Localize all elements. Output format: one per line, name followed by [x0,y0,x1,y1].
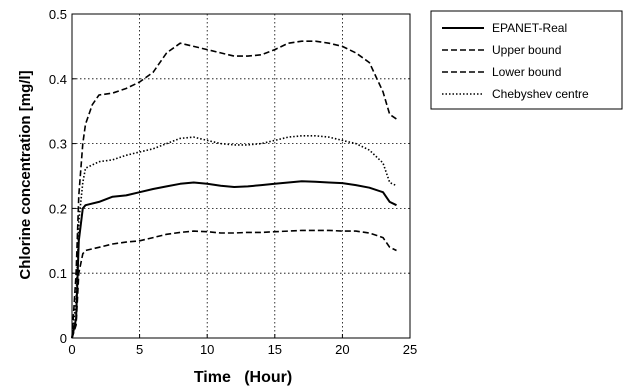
x-axis-title: Time (Hour) [194,369,292,386]
legend-label-chebyshev-centre: Chebyshev centre [492,87,589,101]
x-tick-label: 0 [68,342,75,357]
grid [72,14,410,338]
legend-label-upper-bound: Upper bound [492,43,561,57]
x-tick-label: 10 [200,342,214,357]
y-tick-label: 0.2 [49,201,67,216]
series-layer [71,40,397,339]
ticks [71,13,411,339]
y-tick-label: 0.4 [49,72,67,87]
legend-label-epanet-real: EPANET-Real [492,21,567,35]
legend-items: EPANET-Real Upper bound Lower bound Chebysh… [442,21,589,101]
y-tick-label: 0 [60,331,67,346]
x-tick-label: 25 [403,342,417,357]
y-axis-title: Chlorine concentration [mg/l] [17,70,34,279]
x-tick-label: 20 [335,342,349,357]
series-line-chebyshev-centre [71,135,397,339]
series-line-epanet-real [71,180,397,339]
x-tick-labels: 0 5 10 15 20 25 [68,342,417,357]
y-tick-label: 0.3 [49,137,67,152]
x-tick-label: 15 [268,342,282,357]
series-line-upper-bound [71,40,397,339]
legend: EPANET-Real Upper bound Lower bound Chebysh… [430,10,623,110]
y-tick-label: 0.1 [49,266,67,281]
x-tick-label: 5 [136,342,143,357]
y-tick-labels: 0 0.1 0.2 0.3 0.4 0.5 [49,7,67,346]
series-line-lower-bound [71,229,397,339]
axes-frame [71,13,411,339]
y-tick-label: 0.5 [49,7,67,22]
plot-area: 0 5 10 15 20 25 0 0.1 0.2 0.3 0.4 0.5 [49,7,417,357]
legend-label-lower-bound: Lower bound [492,65,561,79]
